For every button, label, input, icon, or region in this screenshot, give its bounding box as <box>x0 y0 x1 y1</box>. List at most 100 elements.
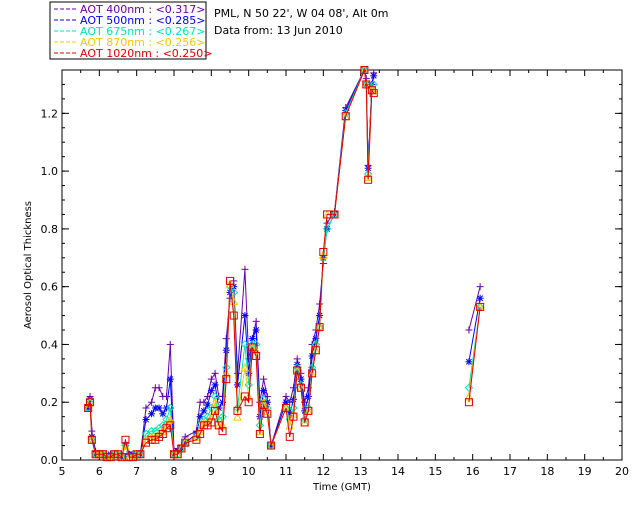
legend-label: AOT 1020nm : <0.250> <box>80 47 213 60</box>
x-tick-label: 18 <box>540 465 554 478</box>
data-point <box>476 294 484 302</box>
data-point <box>319 248 328 256</box>
data-point <box>267 441 276 450</box>
data-point <box>166 375 174 383</box>
x-tick-label: 15 <box>428 465 442 478</box>
data-point <box>248 343 257 352</box>
data-point <box>166 403 175 413</box>
data-point <box>166 340 174 348</box>
data-point <box>369 80 378 89</box>
series-1 <box>84 66 484 461</box>
data-point <box>244 380 253 390</box>
data-point <box>248 335 256 343</box>
data-point <box>263 409 272 418</box>
data-point <box>282 404 290 412</box>
data-point <box>207 375 215 383</box>
data-point <box>364 175 373 184</box>
data-point <box>155 404 163 412</box>
legend-label: AOT 870nm : <0.256> <box>80 36 206 49</box>
data-point <box>147 426 156 436</box>
data-point <box>315 323 324 332</box>
x-tick-label: 12 <box>316 465 330 478</box>
series-5 <box>84 66 485 462</box>
data-point <box>240 362 250 372</box>
series-layer <box>83 65 485 462</box>
data-point <box>141 429 151 439</box>
y-tick-label: 0.8 <box>41 223 59 236</box>
data-point <box>240 340 250 349</box>
x-tick-label: 10 <box>242 465 256 478</box>
data-point <box>322 224 332 234</box>
data-point <box>233 412 242 421</box>
data-point <box>136 450 145 459</box>
data-point <box>159 410 167 418</box>
data-point <box>476 283 484 291</box>
data-point <box>316 300 324 308</box>
x-tick-label: 17 <box>503 465 517 478</box>
data-point <box>165 414 175 424</box>
data-point <box>370 72 378 80</box>
data-point <box>229 311 238 320</box>
series-line <box>468 306 481 403</box>
data-point <box>163 392 171 400</box>
data-point <box>308 369 317 378</box>
legend-label: AOT 500nm : <0.285> <box>80 14 206 27</box>
x-tick-label: 19 <box>578 465 592 478</box>
series-line <box>87 68 375 458</box>
data-point <box>148 398 156 406</box>
data-point <box>311 346 320 355</box>
data-point <box>121 435 130 444</box>
data-point <box>84 404 93 412</box>
data-point <box>155 384 163 392</box>
data-point <box>207 387 215 395</box>
data-point <box>304 392 312 400</box>
date-info: Data from: 13 Jun 2010 <box>214 24 343 37</box>
data-point <box>222 375 231 384</box>
y-tick-label: 1.2 <box>41 107 59 120</box>
x-axis-label: Time (GMT) <box>312 482 371 493</box>
y-axis: 0.0 0.2 0.4 0.6 0.8 1.0 1.2 <box>41 83 622 467</box>
data-point <box>464 398 473 407</box>
site-info: PML, N 50 22', W 04 08', Alt 0m <box>214 7 388 20</box>
y-tick-label: 0.4 <box>41 338 59 351</box>
data-point <box>465 358 473 366</box>
x-tick-label: 11 <box>279 465 293 478</box>
x-tick-label: 14 <box>391 465 405 478</box>
data-point <box>260 387 268 395</box>
series-line <box>87 68 375 458</box>
legend: AOT 400nm : <0.317>AOT 500nm : <0.285> AO… <box>49 1 213 60</box>
data-point <box>200 407 208 415</box>
data-point <box>142 416 150 424</box>
x-tick-label: 6 <box>96 465 103 478</box>
series-line <box>87 68 375 458</box>
data-point <box>86 398 94 407</box>
data-point <box>330 210 339 219</box>
data-point <box>211 406 220 415</box>
data-point <box>142 404 150 412</box>
data-point <box>222 335 230 343</box>
data-point <box>210 392 220 401</box>
data-point <box>289 395 297 403</box>
data-point <box>362 80 371 89</box>
data-point <box>285 432 294 441</box>
data-point <box>293 366 302 375</box>
x-tick-label: 5 <box>59 465 66 478</box>
y-tick-label: 0.6 <box>41 281 59 294</box>
x-tick-label: 13 <box>354 465 368 478</box>
data-point <box>252 352 261 360</box>
data-point <box>211 369 219 377</box>
data-point <box>476 302 485 311</box>
x-axis: 5 6 7 8 9 10 11 12 13 14 15 16 17 18 19 20 <box>59 70 629 478</box>
data-point <box>211 381 219 389</box>
data-point <box>251 345 261 355</box>
data-point <box>367 86 376 95</box>
data-point <box>464 383 474 392</box>
data-point <box>260 375 268 383</box>
legend-label: AOT 400nm : <0.317> <box>80 3 206 16</box>
data-point <box>210 397 220 407</box>
data-point <box>369 89 378 98</box>
data-point <box>259 401 268 410</box>
data-point <box>296 383 305 392</box>
data-point <box>252 317 260 325</box>
